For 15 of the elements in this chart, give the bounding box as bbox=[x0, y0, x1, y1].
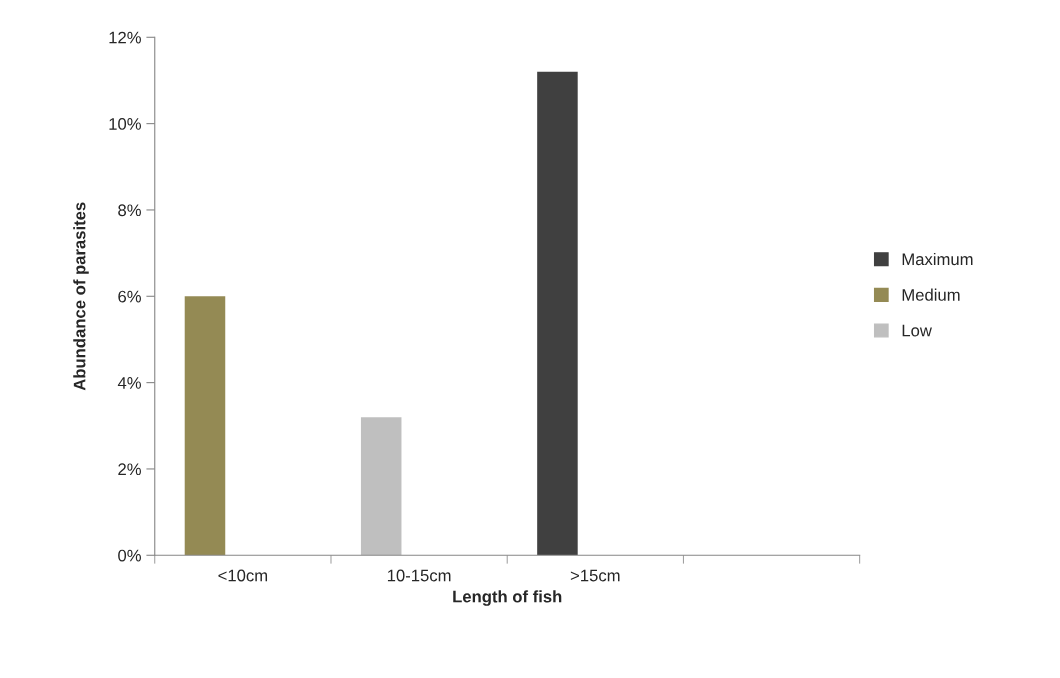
y-tick-label: 4% bbox=[117, 377, 141, 389]
y-tick-label: 12% bbox=[109, 31, 141, 44]
x-axis-title: Length of fish bbox=[453, 590, 562, 606]
y-tick-label: 10% bbox=[109, 118, 141, 130]
y-tick-label: 8% bbox=[118, 204, 141, 217]
legend-label: Maximum bbox=[902, 252, 973, 266]
x-tick-label: >15cm bbox=[570, 569, 620, 582]
y-axis-title: Abundance of parasites bbox=[73, 202, 89, 391]
legend-label: Low bbox=[902, 324, 932, 337]
x-tick-label: 10-15cm bbox=[387, 569, 451, 582]
y-tick-label: 6% bbox=[118, 290, 141, 303]
x-tick-label: <10cm bbox=[218, 569, 268, 582]
y-tick-label: 2% bbox=[118, 463, 141, 476]
legend-label: Medium bbox=[902, 288, 960, 301]
y-tick-label: 0% bbox=[118, 549, 141, 562]
